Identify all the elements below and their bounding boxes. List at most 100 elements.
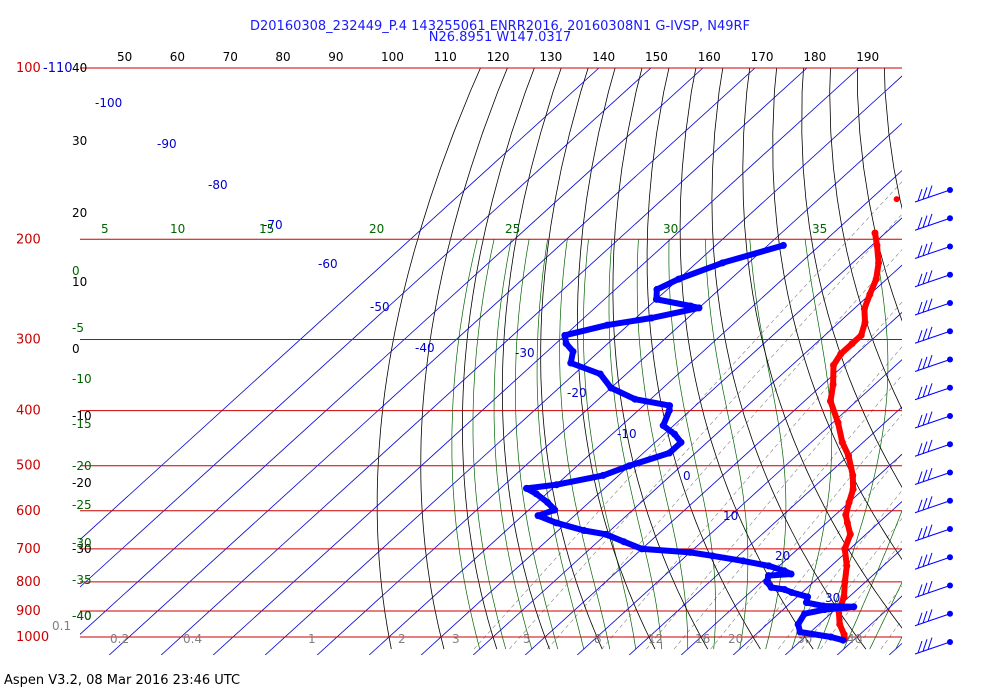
moist-adiabat-line <box>608 239 663 650</box>
dry-adiabat-line <box>646 68 761 650</box>
dry-adiabat-line <box>801 68 902 489</box>
dewpoint-profile-point <box>671 430 679 438</box>
wind-barb-feather <box>927 552 933 566</box>
dewpoint-profile-point <box>719 259 727 267</box>
dry-adiabat-line <box>420 68 508 650</box>
moist-adiabat-line <box>636 239 689 650</box>
wind-barb-staff <box>914 613 951 627</box>
dry-adiabat-line <box>962 42 1000 649</box>
isotherm-line <box>80 68 652 588</box>
temperature-profile-point <box>845 498 853 506</box>
dewpoint-profile-point <box>652 295 660 303</box>
dewpoint-profile-point <box>763 578 771 586</box>
dewpoint-profile-point <box>765 572 773 580</box>
top-tick-label: 70 <box>223 50 238 64</box>
wind-barb <box>914 185 953 203</box>
mixing-ratio-label: 20 <box>728 632 743 646</box>
temperature-profile-point <box>841 545 849 553</box>
isotherm-line <box>368 170 902 655</box>
dewpoint-profile-point <box>569 348 577 356</box>
dewpoint-profile-point <box>686 548 694 556</box>
isotherm-tick-label: 0 <box>683 469 691 483</box>
dewpoint-profile-point <box>631 395 639 403</box>
top-tick-label: 170 <box>751 50 774 64</box>
isotherm-line <box>993 68 1000 655</box>
wind-barb-feather <box>927 524 933 537</box>
theta-e-left-label: -15 <box>72 417 92 431</box>
top-tick-label: 160 <box>698 50 721 64</box>
wind-barb-feather <box>927 270 933 283</box>
wind-barb-feather <box>922 356 928 369</box>
temperature-profile-point <box>873 241 881 249</box>
dry-adiabat-line <box>988 42 1000 649</box>
dewpoint-profile-point <box>677 438 685 446</box>
mixing-ratio-label: 8 <box>594 632 602 646</box>
temperature-profile-point <box>860 305 868 313</box>
wind-barb <box>914 241 953 259</box>
wind-barb-feather <box>917 527 923 541</box>
wind-barb-feather <box>927 354 933 368</box>
wind-barb <box>914 383 953 401</box>
height-tick-label: -40 <box>72 609 92 623</box>
pressure-tick-label: 100 <box>16 61 41 76</box>
theta-e-left-label: -40 <box>72 609 92 623</box>
theta-e-left-label: -35 <box>72 573 92 587</box>
temperature-profile-point <box>849 485 857 493</box>
isotherm-line <box>264 75 902 655</box>
temperature-profile-point <box>840 593 848 601</box>
mixing-ratio-label: 1 <box>308 632 316 646</box>
dewpoint-profile-point <box>596 370 604 378</box>
software-footer: Aspen V3.2, 08 Mar 2016 23:46 UTC <box>4 673 241 688</box>
dewpoint-profile-point <box>794 620 802 628</box>
wind-barb-feather <box>922 441 928 454</box>
wind-barb-staff <box>914 189 951 203</box>
dewpoint-profile-point <box>580 527 588 535</box>
dry-adiabat-line <box>577 68 656 650</box>
theta-e-top-label: 30 <box>663 222 678 236</box>
dewpoint-profile-point <box>522 484 530 492</box>
dewpoint-profile-point <box>603 321 611 329</box>
top-tick-label: 80 <box>275 50 290 64</box>
isotherm-line <box>80 68 704 635</box>
wind-barb-staff <box>914 641 951 655</box>
moist-adiabat-line <box>749 239 787 650</box>
isotherm-tick-label: -60 <box>318 257 338 271</box>
dewpoint-profile-point <box>607 384 615 392</box>
wind-barb <box>914 524 953 542</box>
wind-barb-feather <box>917 217 923 230</box>
wind-barb-feather <box>917 386 923 399</box>
isotherm-tick-label: -20 <box>567 386 587 400</box>
temperature-profile-point <box>845 452 853 460</box>
pressure-tick-label: 300 <box>16 332 41 347</box>
theta-e-left-label: -5 <box>72 321 84 335</box>
wind-barb <box>914 270 953 288</box>
dewpoint-profile-point <box>695 304 703 312</box>
dry-adiabat-line <box>376 68 481 650</box>
top-tick-label: 150 <box>645 50 668 64</box>
wind-barb-staff <box>914 274 951 288</box>
temperature-profile-point <box>861 318 869 326</box>
temperature-profile-point <box>843 519 851 527</box>
wind-barb-staff <box>914 556 951 570</box>
isotherm-tick-label: -40 <box>415 341 435 355</box>
pressure-tick-label: 500 <box>16 459 41 474</box>
wind-barb-staff <box>914 472 951 485</box>
wind-barb-feather <box>927 496 933 509</box>
moist-adiabat-line <box>583 239 637 650</box>
isotherm-line <box>212 68 860 655</box>
temperature-profile-point <box>842 511 850 519</box>
moist-adiabat-line <box>869 581 902 650</box>
temperature-profile-point <box>857 331 865 339</box>
top-tick-label: 120 <box>487 50 510 64</box>
dewpoint-profile-point <box>534 512 542 520</box>
mixing-ratio-label: 0.4 <box>183 632 202 646</box>
temperature-profile-point <box>837 350 845 358</box>
dewpoint-profile-point <box>532 490 540 498</box>
wind-barb <box>914 637 953 655</box>
theta-e-top-label: 10 <box>170 222 185 236</box>
temperature-profile-point <box>871 229 879 237</box>
wind-barb-feather <box>927 213 933 227</box>
temperature-profile-point <box>846 530 854 538</box>
pressure-tick-label: 600 <box>16 504 41 519</box>
